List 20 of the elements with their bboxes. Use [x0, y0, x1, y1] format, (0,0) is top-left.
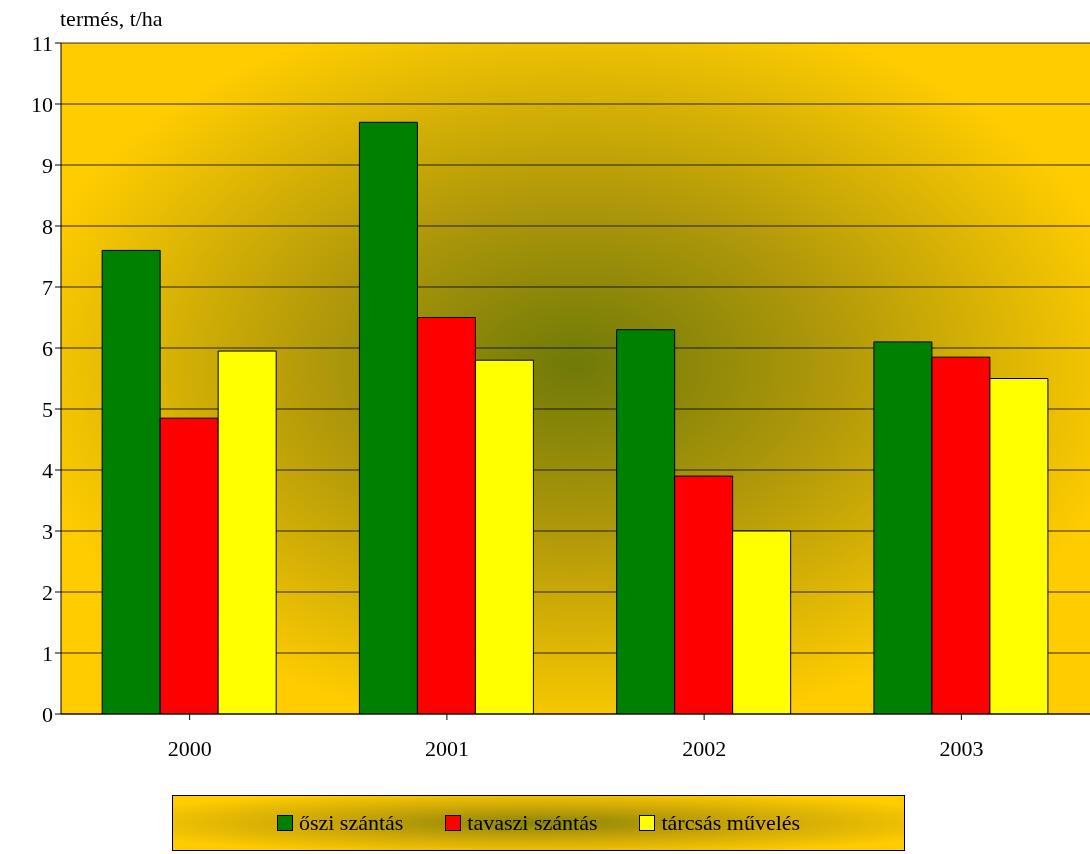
- y-tick-label: 11: [31, 30, 53, 56]
- y-tick-label: 3: [42, 518, 53, 544]
- legend-label: őszi szántás: [298, 810, 404, 836]
- y-tick-label: 10: [31, 91, 53, 117]
- y-tick-label: 7: [42, 274, 53, 300]
- y-tick-label: 4: [42, 457, 53, 483]
- y-axis-title: termés, t/ha: [60, 6, 163, 32]
- y-tick-label: 9: [42, 152, 53, 178]
- y-tick-label: 6: [42, 335, 53, 361]
- x-tick-label: 2001: [424, 735, 469, 761]
- y-tick-label: 0: [42, 701, 53, 727]
- x-tick-label: 2003: [939, 735, 984, 761]
- legend-label: tavaszi szántás: [467, 810, 598, 836]
- x-tick-label: 2002: [682, 735, 727, 761]
- x-tick-label: 2000: [167, 735, 212, 761]
- y-tick-label: 8: [42, 213, 53, 239]
- y-tick-label: 5: [42, 396, 53, 422]
- y-tick-label: 2: [42, 579, 53, 605]
- y-tick-label: 1: [42, 640, 53, 666]
- legend-label: tárcsás művelés: [661, 810, 801, 836]
